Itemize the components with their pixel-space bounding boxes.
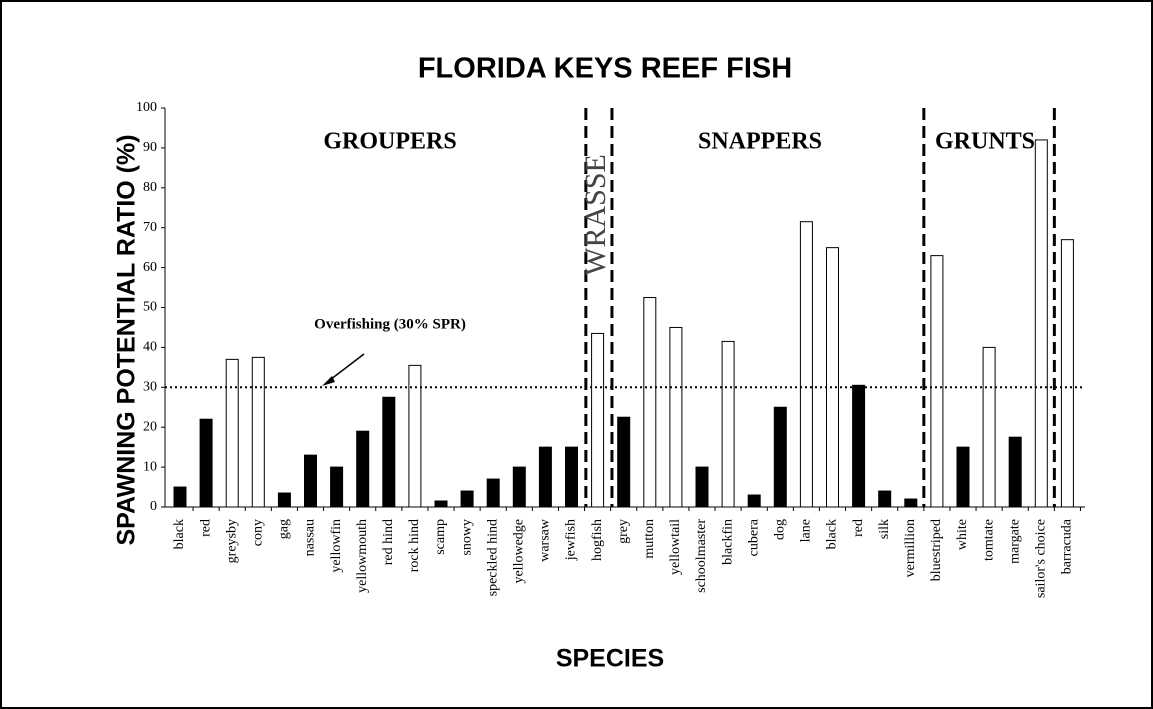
- x-tick-label: scamp: [433, 519, 448, 555]
- bar: [408, 364, 422, 508]
- x-tick-label: lane: [799, 519, 814, 542]
- y-tick-label: 40: [143, 340, 157, 355]
- x-tick-label: speckled hind: [485, 519, 500, 596]
- bar: [486, 478, 500, 508]
- bar: [747, 494, 761, 508]
- x-tick-label: margate: [1007, 519, 1022, 564]
- x-tick-label: tomtate: [981, 519, 996, 561]
- group-label: WRASSE: [579, 154, 612, 276]
- bar: [930, 255, 944, 508]
- bar: [173, 486, 187, 508]
- bar: [695, 466, 709, 508]
- x-tick-label: yellowtail: [668, 519, 683, 575]
- x-tick-label: grey: [616, 519, 631, 544]
- x-tick-label: mutton: [642, 519, 657, 559]
- x-tick-label: yellowedge: [512, 519, 527, 584]
- bar: [434, 500, 448, 508]
- y-tick-label: 0: [150, 499, 157, 514]
- y-tick-label: 70: [143, 220, 157, 235]
- x-tick-label: greysby: [224, 519, 239, 563]
- bar: [538, 446, 552, 508]
- x-tick-label: yellowfin: [329, 519, 344, 573]
- x-tick-label: red hind: [381, 519, 396, 565]
- x-tick-label: blackfin: [720, 519, 735, 565]
- bar: [382, 396, 396, 508]
- x-tick-label: cubera: [746, 518, 761, 556]
- y-axis-label: SPAWNING POTENTIAL RATIO (%): [113, 134, 141, 545]
- bar: [669, 326, 683, 508]
- bar: [512, 466, 526, 508]
- reference-label: Overfishing (30% SPR): [314, 316, 466, 332]
- y-tick-label: 100: [136, 100, 157, 115]
- group-label: GRUNTS: [935, 129, 1035, 155]
- y-tick-label: 10: [143, 459, 157, 474]
- x-tick-label: gag: [277, 519, 292, 539]
- bar: [565, 446, 578, 508]
- bar: [721, 340, 735, 508]
- x-tick-label: dog: [773, 519, 788, 540]
- bar: [982, 346, 996, 508]
- bar: [199, 418, 213, 508]
- bar: [904, 498, 918, 508]
- bar: [1008, 436, 1022, 508]
- y-tick-label: 50: [143, 300, 157, 315]
- bar: [460, 490, 474, 508]
- y-tick-label: 20: [143, 419, 157, 434]
- bar: [1060, 239, 1074, 508]
- x-tick-label: jewfish: [564, 519, 579, 561]
- x-tick-label: yellowmouth: [355, 519, 370, 593]
- bar: [277, 492, 291, 508]
- x-tick-label: red: [851, 519, 866, 537]
- bar: [643, 297, 657, 508]
- x-tick-label: white: [955, 519, 970, 550]
- group-label: GROUPERS: [323, 129, 456, 155]
- x-tick-label: warsaw: [538, 518, 553, 562]
- x-tick-label: silk: [877, 519, 892, 539]
- bar: [591, 332, 605, 508]
- bar: [799, 221, 813, 508]
- bar: [826, 247, 839, 508]
- bar: [852, 384, 866, 508]
- x-tick-label: cony: [251, 519, 266, 546]
- arrow-head: [322, 376, 335, 386]
- chart-title: FLORIDA KEYS REEF FISH: [418, 53, 792, 85]
- bar: [304, 454, 317, 508]
- y-tick-label: 90: [143, 140, 157, 155]
- bar: [956, 446, 970, 508]
- x-tick-label: hogfish: [590, 519, 605, 561]
- y-tick-label: 30: [143, 380, 157, 395]
- x-tick-label: red: [198, 519, 213, 537]
- bar: [1034, 139, 1048, 508]
- x-tick-label: schoolmaster: [694, 519, 709, 593]
- x-tick-label: black: [172, 519, 187, 549]
- bar: [356, 430, 370, 508]
- x-tick-label: barracuda: [1060, 518, 1075, 574]
- bar: [330, 466, 344, 508]
- x-tick-label: snowy: [459, 519, 474, 556]
- x-tick-label: nassau: [303, 519, 318, 556]
- bar: [617, 416, 631, 508]
- x-tick-label: sailor's choice: [1034, 519, 1049, 598]
- x-axis-label: SPECIES: [556, 645, 664, 673]
- bar: [878, 490, 892, 508]
- x-tick-label: bluestriped: [929, 519, 944, 581]
- y-tick-label: 60: [143, 260, 157, 275]
- group-label: SNAPPERS: [698, 129, 822, 155]
- y-tick-label: 80: [143, 180, 157, 195]
- x-tick-label: vermillion: [903, 519, 918, 577]
- bar: [251, 356, 265, 508]
- x-tick-label: black: [825, 519, 840, 549]
- bar: [225, 358, 239, 508]
- x-tick-label: rock hind: [407, 519, 422, 572]
- bar: [773, 406, 787, 508]
